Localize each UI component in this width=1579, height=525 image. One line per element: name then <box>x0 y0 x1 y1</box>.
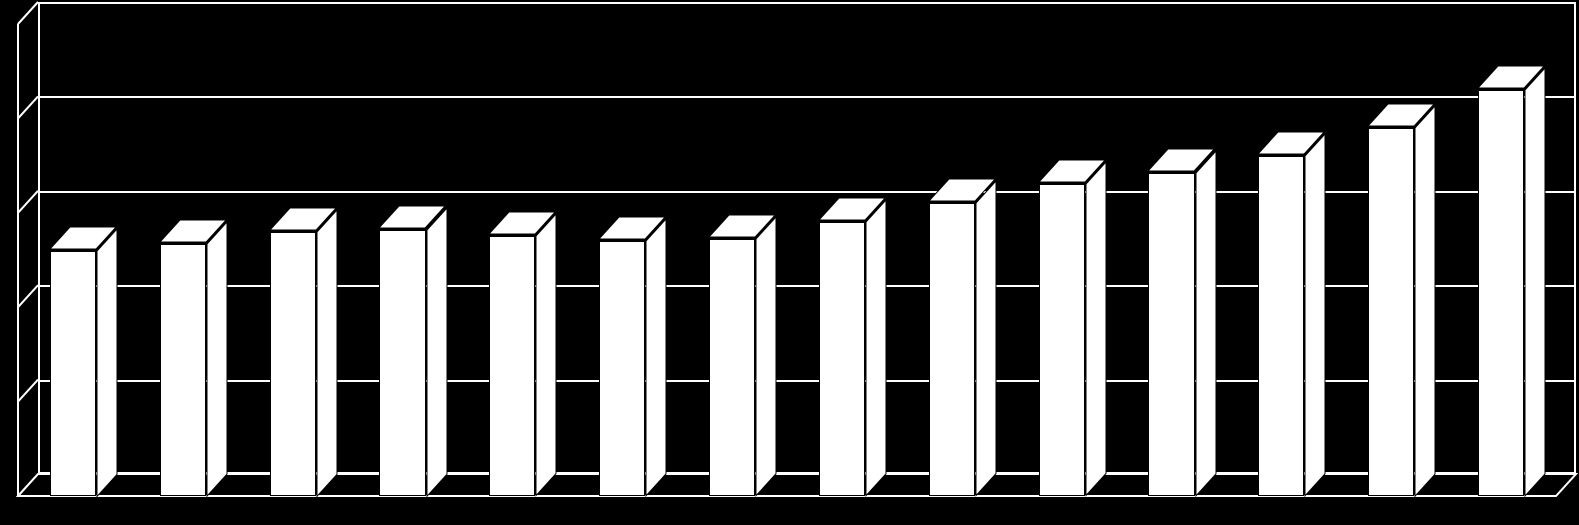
bar <box>1148 173 1194 496</box>
bar-side <box>645 219 667 496</box>
bar <box>1368 128 1414 496</box>
bar-top <box>1368 104 1436 128</box>
bar <box>819 222 865 496</box>
bar-top <box>1478 66 1546 90</box>
bar <box>489 236 535 496</box>
bar-top <box>50 227 118 251</box>
bar-side <box>1414 106 1436 496</box>
bar-front <box>50 251 96 496</box>
bar <box>270 232 316 496</box>
bar-front <box>599 241 645 496</box>
bar-top <box>160 220 228 244</box>
bar-top <box>379 206 447 230</box>
bar <box>709 239 755 496</box>
bar-front <box>1039 184 1085 496</box>
chart-floor <box>18 2 1576 496</box>
bar-top <box>709 215 777 239</box>
bar-top <box>270 208 338 232</box>
bar-top <box>1258 132 1326 156</box>
bar-side <box>755 217 777 496</box>
bar <box>379 230 425 496</box>
bar <box>160 244 206 496</box>
bar-front <box>929 203 975 496</box>
bar-front <box>709 239 755 496</box>
bar-side <box>206 222 228 496</box>
bar-front <box>489 236 535 496</box>
bar-top <box>1148 149 1216 173</box>
bar-side <box>1085 162 1107 496</box>
bar-front <box>819 222 865 496</box>
bar-side <box>1304 134 1326 496</box>
bar-top <box>489 212 557 236</box>
gridline <box>38 191 1576 193</box>
bar-top <box>1039 160 1107 184</box>
bar-front <box>160 244 206 496</box>
bar-top <box>929 179 997 203</box>
bar <box>1478 90 1524 496</box>
bar-front <box>1478 90 1524 496</box>
bar-chart-3d <box>0 0 1579 525</box>
bar-front <box>1258 156 1304 496</box>
plot-area <box>18 2 1576 496</box>
bar-side <box>535 214 557 496</box>
gridline <box>38 96 1576 98</box>
bar-side <box>1195 151 1217 496</box>
bar <box>1258 156 1304 496</box>
bar-side <box>865 200 887 496</box>
bar-side <box>96 229 118 496</box>
bar-side <box>316 210 338 496</box>
bar-front <box>379 230 425 496</box>
bar-side <box>975 181 997 496</box>
bar-side <box>426 208 448 496</box>
bar-side <box>1524 68 1546 496</box>
bar-front <box>1368 128 1414 496</box>
bar <box>929 203 975 496</box>
bar-front <box>270 232 316 496</box>
bar-top <box>599 217 667 241</box>
bar-top <box>819 198 887 222</box>
bar <box>50 251 96 496</box>
bar-front <box>1148 173 1194 496</box>
bar <box>599 241 645 496</box>
bar <box>1039 184 1085 496</box>
